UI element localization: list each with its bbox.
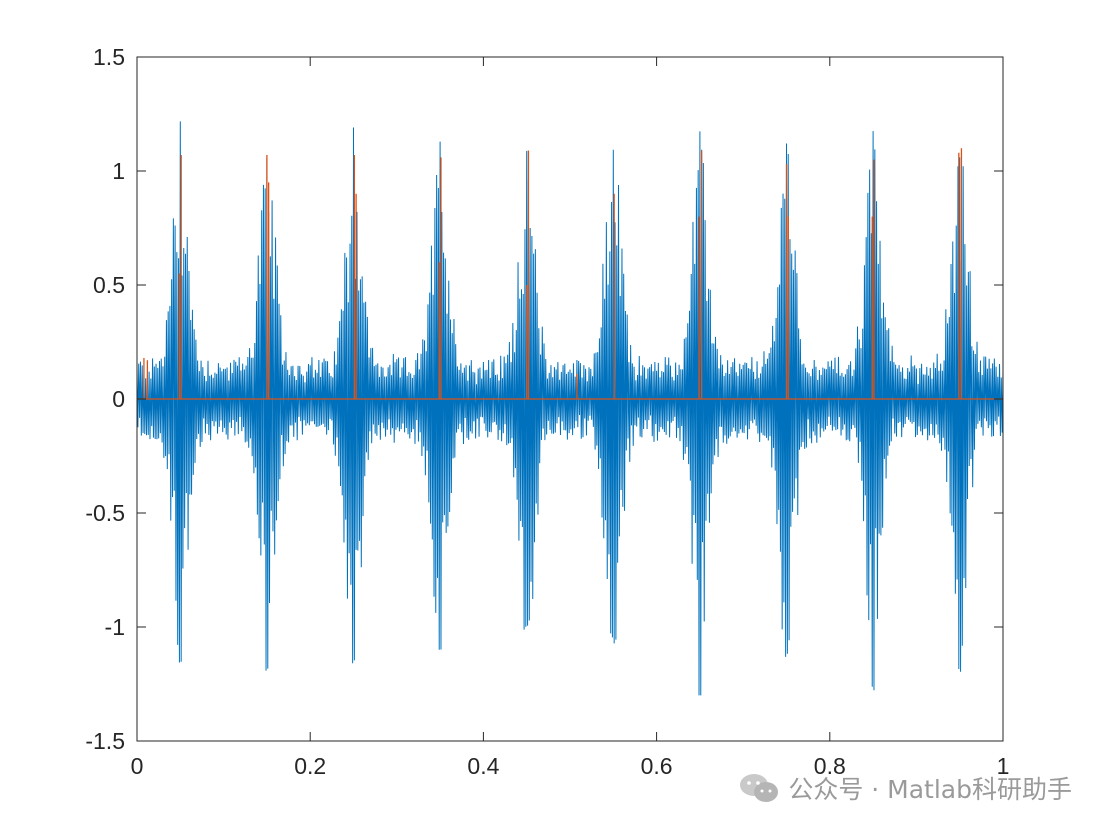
- x-tick-label: 0: [131, 753, 144, 779]
- x-tick-label: 1: [997, 753, 1010, 779]
- x-axis: 0 0.2 0.4 0.6 0.8 1: [131, 57, 1010, 779]
- x-tick-label: 0.2: [294, 753, 326, 779]
- watermark-text: 公众号 · Matlab科研助手: [788, 775, 1072, 804]
- y-tick-label: 0.5: [93, 272, 125, 298]
- wechat-icon: [740, 774, 779, 802]
- series-orange: [137, 148, 1003, 400]
- x-tick-label: 0.8: [814, 753, 846, 779]
- y-tick-label: -1: [105, 614, 125, 640]
- y-tick-label: -0.5: [85, 500, 125, 526]
- series-blue: [136, 121, 1004, 696]
- y-tick-label: 1: [112, 158, 125, 184]
- y-tick-label: -1.5: [85, 728, 125, 754]
- y-axis: -1.5 -1 -0.5 0 0.5 1 1.5: [85, 44, 1003, 754]
- watermark: 公众号 · Matlab科研助手: [738, 770, 1072, 806]
- signal-line: [136, 121, 1004, 696]
- y-tick-label: 0: [112, 386, 125, 412]
- y-tick-label: 1.5: [93, 44, 125, 70]
- x-tick-label: 0.4: [467, 753, 499, 779]
- x-tick-label: 0.6: [641, 753, 673, 779]
